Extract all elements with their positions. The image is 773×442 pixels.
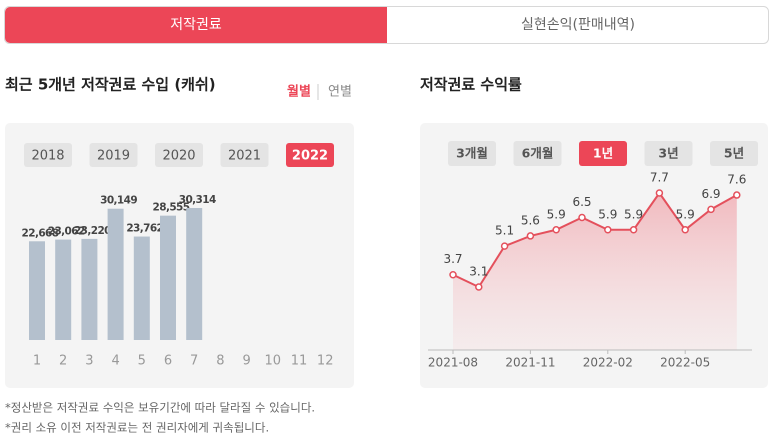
value-label: 5.6	[521, 213, 540, 227]
x-tick-label: 4	[111, 354, 119, 369]
year-button[interactable]	[24, 143, 72, 167]
value-label: 6.9	[701, 187, 720, 201]
x-tick-label: 9	[242, 354, 250, 369]
value-label: 28,555	[153, 202, 190, 214]
value-label: 7.6	[727, 173, 746, 187]
value-label: 5.9	[598, 207, 617, 221]
bar	[186, 208, 203, 340]
line	[452, 191, 738, 289]
x-tick-label: 6	[164, 354, 172, 369]
value-label: 5.9	[624, 207, 643, 221]
bar	[133, 236, 150, 340]
point	[578, 213, 586, 222]
period-label[interactable]: 3년	[658, 146, 678, 161]
value-label: 5.9	[676, 207, 695, 221]
x-tick-label: 8	[216, 354, 224, 369]
tab[interactable]: 저작권료	[170, 17, 222, 33]
bar	[55, 239, 72, 340]
x-tick-label: 11	[291, 354, 308, 369]
section-title: 최근 5개년 저작권료 수입 (캐쉬)	[5, 76, 216, 94]
value-label: 3.1	[469, 265, 488, 279]
x-tick-label: 2022-02	[583, 356, 633, 370]
x-tick-label: 10	[265, 354, 282, 369]
year-label[interactable]: 2019	[97, 149, 130, 164]
section-title: 저작권료 수익률	[420, 76, 522, 94]
bar	[81, 238, 98, 340]
point	[604, 226, 612, 234]
period-label[interactable]: 1년	[593, 146, 613, 161]
value-label: 5.1	[495, 224, 514, 238]
period-button[interactable]	[448, 141, 496, 166]
value-label: 5.9	[547, 207, 566, 221]
toggle[interactable]: 월별	[287, 84, 311, 100]
x-tick-label: 2021-08	[428, 356, 478, 370]
note: *정산받은 저작권료 수익은 보유기간에 따라 달라질 수 있습니다.	[5, 401, 315, 415]
period-label[interactable]: 6개월	[522, 146, 554, 161]
year-label[interactable]: 2021	[228, 149, 261, 164]
point	[552, 226, 560, 234]
x-tick-label: 5	[138, 354, 146, 369]
year-label[interactable]: 2020	[162, 149, 195, 164]
point	[526, 232, 535, 240]
x-tick-label: 2	[59, 354, 67, 369]
point	[655, 189, 664, 197]
bar	[29, 241, 45, 340]
year-button[interactable]	[220, 143, 269, 167]
point	[500, 242, 509, 250]
x-tick-label: 3	[85, 354, 93, 369]
period-button[interactable]	[644, 141, 693, 166]
x-tick-label: 7	[190, 354, 198, 369]
point	[475, 283, 483, 291]
point	[681, 226, 689, 234]
tab-active[interactable]	[5, 7, 387, 43]
value-label: 23,762	[126, 223, 163, 235]
value-label: 7.7	[650, 171, 669, 185]
period-button[interactable]	[513, 141, 562, 166]
bar	[107, 208, 124, 340]
point	[707, 205, 715, 214]
period-label[interactable]: 5년	[724, 146, 744, 161]
year-label[interactable]: 2018	[31, 149, 64, 164]
x-tick-label: 2021-11	[505, 356, 555, 370]
toggle[interactable]: 연별	[328, 85, 352, 100]
period-button[interactable]	[579, 141, 627, 166]
bar	[160, 215, 176, 340]
point	[629, 226, 638, 234]
value-label: 22,668	[22, 227, 59, 239]
note: *권리 소유 이전 저작권료는 전 권리자에게 귀속됩니다.	[5, 421, 269, 435]
point	[733, 191, 741, 199]
year-button[interactable]	[89, 143, 138, 167]
year-label[interactable]: 2022	[292, 149, 328, 164]
point	[449, 270, 457, 279]
period-label[interactable]: 3개월	[456, 146, 488, 161]
area	[453, 193, 737, 350]
value-label: 30,149	[100, 195, 137, 207]
year-button[interactable]	[286, 143, 334, 167]
value-label: 23,220	[74, 225, 111, 237]
period-button[interactable]	[710, 141, 758, 166]
value-label: 6.5	[572, 195, 591, 209]
year-button[interactable]	[155, 143, 203, 167]
x-tick-label: 1	[33, 354, 41, 369]
value-label: 3.7	[443, 252, 462, 266]
tab[interactable]: 실현손익(판매내역)	[521, 17, 635, 33]
value-label: 30,314	[179, 194, 216, 206]
x-tick-label: 12	[317, 354, 334, 369]
x-tick-label: 2022-05	[660, 356, 710, 370]
value-label: 23,062	[48, 226, 85, 238]
